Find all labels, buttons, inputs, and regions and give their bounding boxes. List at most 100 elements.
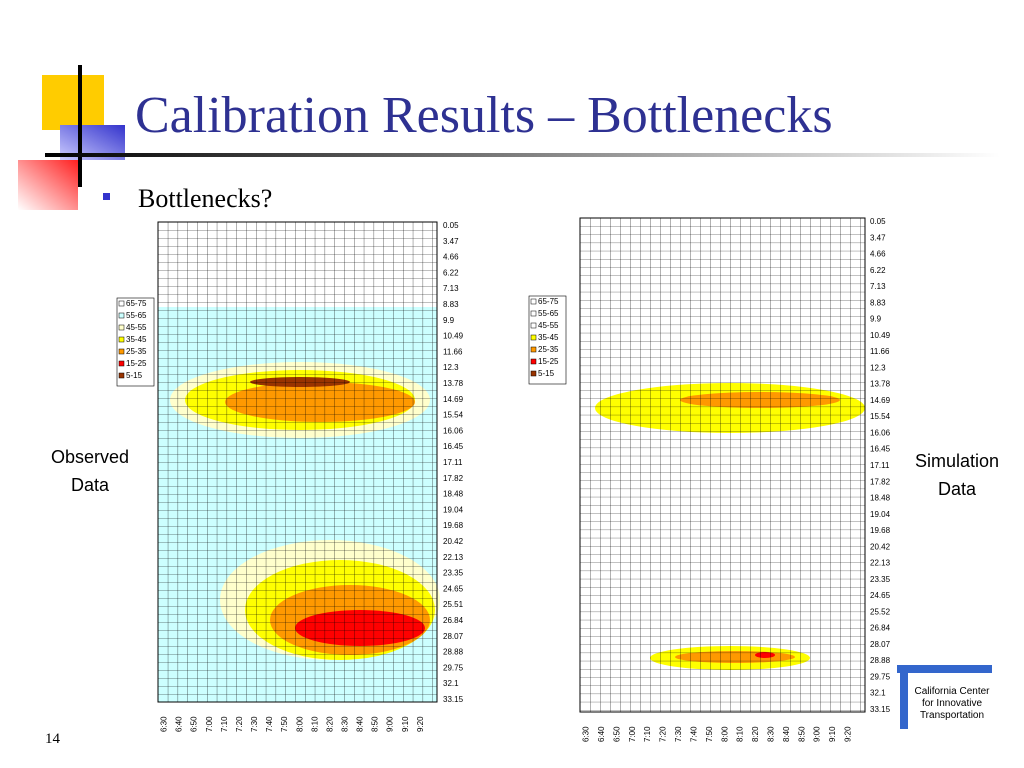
x-label: 7:30 [674,726,683,742]
legend-swatch [118,300,125,307]
y-label: 17.82 [870,477,891,486]
x-label: 6:50 [612,726,621,742]
y-label: 15.54 [870,412,891,421]
y-label: 11.66 [870,347,890,356]
simulation-plot [579,217,866,713]
page-number: 14 [45,731,61,747]
legend-label: 65-75 [126,299,147,308]
y-label: 25.51 [443,600,464,609]
y-label: 10.49 [870,331,891,340]
x-label: 8:40 [356,716,365,732]
legend-label: 35-45 [126,335,147,344]
legend-label: 25-35 [538,345,559,354]
y-label: 14.69 [443,395,464,404]
x-label: 7:50 [280,716,289,732]
y-label: 4.66 [443,253,459,262]
x-label: 6:40 [175,716,184,732]
x-label: 7:20 [659,726,668,742]
legend-label: 55-65 [126,311,147,320]
legend-label: 35-45 [538,333,559,342]
y-label: 29.75 [870,672,891,681]
y-label: 13.78 [870,380,891,389]
y-label: 11.66 [443,347,463,356]
y-label: 16.45 [870,445,891,454]
y-label: 20.42 [870,542,891,551]
y-label: 24.65 [870,591,891,600]
y-label: 7.13 [443,284,459,293]
y-label: 33.15 [870,705,891,714]
y-label: 0.05 [870,217,886,226]
legend-swatch [118,372,125,379]
x-label: 6:30 [160,716,169,732]
legend-label: 45-55 [126,323,147,332]
y-label: 13.78 [443,379,464,388]
x-label: 8:00 [720,726,729,742]
legend-label: 65-75 [538,297,559,306]
panel-label: Observed [51,447,129,467]
y-label: 7.13 [870,282,886,291]
legend-swatch [530,334,537,341]
panel-label: Data [71,475,110,495]
y-label: 28.88 [443,648,464,657]
legend-label: 25-35 [126,347,147,356]
legend-label: 15-25 [126,359,147,368]
y-label: 4.66 [870,250,886,259]
x-label: 6:50 [190,716,199,732]
legend-swatch [530,370,537,377]
x-label: 9:00 [386,716,395,732]
y-label: 25.52 [870,607,891,616]
y-label: 32.1 [870,689,886,698]
slide-title: Calibration Results – Bottlenecks [135,87,833,144]
x-label: 9:10 [828,726,837,742]
y-label: 3.47 [443,237,459,246]
y-label: 22.13 [870,559,891,568]
y-label: 16.06 [443,426,464,435]
legend-swatch [118,336,125,343]
legend-swatch [530,310,537,317]
legend-swatch [118,312,125,319]
y-label: 15.54 [443,411,464,420]
x-label: 8:30 [340,716,349,732]
legend-label: 55-65 [538,309,559,318]
y-label: 17.82 [443,474,464,483]
x-label: 9:20 [416,716,425,732]
x-label: 8:30 [766,726,775,742]
y-label: 16.45 [443,442,464,451]
y-label: 17.11 [443,458,463,467]
y-label: 19.04 [870,510,891,519]
x-label: 8:10 [310,716,319,732]
x-label: 7:00 [628,726,637,742]
x-label: 7:00 [205,716,214,732]
x-label: 8:00 [295,716,304,732]
y-label: 22.13 [443,553,464,562]
y-label: 8.83 [443,300,459,309]
legend-label: 15-25 [538,357,559,366]
y-label: 19.04 [443,505,464,514]
x-label: 7:40 [689,726,698,742]
panel-label: Data [938,479,977,499]
y-label: 19.68 [870,526,891,535]
legend-label: 45-55 [538,321,559,330]
logo-text: California Center [914,686,990,697]
bullet-text: Bottlenecks? [138,184,272,213]
y-label: 9.9 [870,315,882,324]
x-label: 7:30 [250,716,259,732]
y-label: 8.83 [870,298,886,307]
y-label: 32.1 [443,679,459,688]
x-label: 9:20 [844,726,853,742]
y-label: 12.3 [443,363,459,372]
legend-swatch [118,324,125,331]
y-label: 14.69 [870,396,891,405]
panel-label: Simulation [915,451,999,471]
x-label: 9:10 [401,716,410,732]
y-label: 18.48 [443,490,464,499]
y-label: 12.3 [870,363,886,372]
x-label: 7:50 [705,726,714,742]
y-label: 6.22 [443,268,459,277]
y-label: 23.35 [870,575,891,584]
y-label: 17.11 [870,461,890,470]
legend-swatch [530,358,537,365]
legend-label: 5-15 [126,371,143,380]
x-label: 8:10 [736,726,745,742]
y-label: 0.05 [443,221,459,230]
